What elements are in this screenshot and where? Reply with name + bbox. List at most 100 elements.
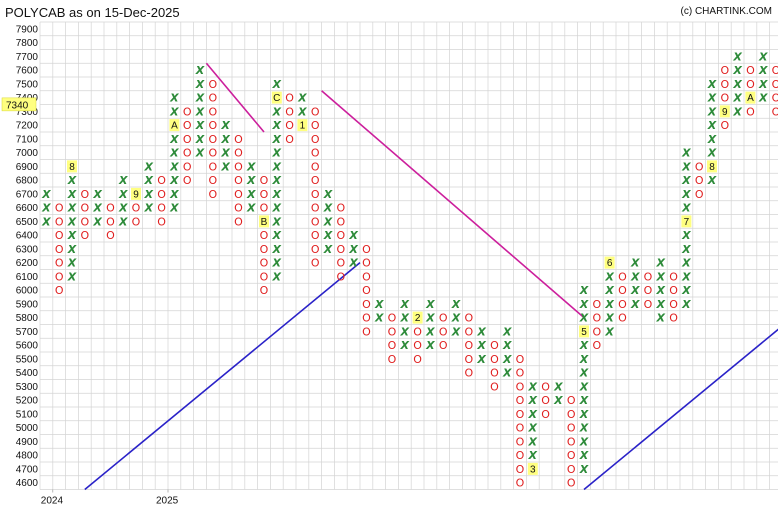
box-o: O xyxy=(746,64,755,77)
box-x: X xyxy=(604,325,614,338)
box-x: X xyxy=(67,188,77,201)
box-o: O xyxy=(234,133,243,146)
box-x: X xyxy=(220,119,230,132)
box-o: O xyxy=(208,119,217,132)
box-x: X xyxy=(425,325,435,338)
y-tick-label-left: 5000 xyxy=(16,423,39,434)
box-x: X xyxy=(272,257,282,270)
box-o: O xyxy=(669,270,678,283)
month-marker-bg xyxy=(604,256,615,269)
box-o: O xyxy=(644,284,653,297)
box-x: X xyxy=(67,174,77,187)
box-o: O xyxy=(695,160,704,173)
box-x: X xyxy=(681,229,691,242)
box-o: O xyxy=(55,284,64,297)
box-x: X xyxy=(579,353,589,366)
box-o: O xyxy=(55,257,64,270)
box-o: O xyxy=(183,160,192,173)
box-o: O xyxy=(208,78,217,91)
box-o: O xyxy=(720,119,729,132)
box-o: O xyxy=(260,257,269,270)
box-x: X xyxy=(400,325,410,338)
box-x: X xyxy=(195,119,205,132)
month-marker: B xyxy=(261,217,268,228)
box-x: X xyxy=(579,380,589,393)
box-o: O xyxy=(311,119,320,132)
box-x: X xyxy=(476,325,486,338)
box-o: O xyxy=(234,202,243,215)
box-o: O xyxy=(183,133,192,146)
box-x: X xyxy=(169,147,179,160)
trendlines xyxy=(84,62,778,491)
box-o: O xyxy=(311,174,320,187)
box-o: O xyxy=(157,202,166,215)
box-o: O xyxy=(183,119,192,132)
y-tick-label-left: 7300 xyxy=(16,107,39,118)
box-x: X xyxy=(272,243,282,256)
box-x: X xyxy=(425,312,435,325)
box-o: O xyxy=(157,215,166,228)
box-x: X xyxy=(681,284,691,297)
box-x: X xyxy=(451,298,461,311)
box-o: O xyxy=(336,215,345,228)
box-x: X xyxy=(92,188,102,201)
box-o: O xyxy=(183,174,192,187)
box-x: X xyxy=(681,257,691,270)
box-o: O xyxy=(336,229,345,242)
box-o: O xyxy=(260,270,269,283)
box-x: X xyxy=(579,339,589,352)
y-tick-label-left: 7800 xyxy=(16,38,39,49)
box-o: O xyxy=(234,174,243,187)
box-x: X xyxy=(144,188,154,201)
box-o: O xyxy=(208,105,217,118)
box-o: O xyxy=(388,325,397,338)
box-x: X xyxy=(169,188,179,201)
box-x: X xyxy=(272,188,282,201)
box-o: O xyxy=(311,257,320,270)
box-x: X xyxy=(195,147,205,160)
box-x: X xyxy=(681,160,691,173)
month-marker-bg xyxy=(412,311,423,324)
box-o: O xyxy=(490,380,499,393)
y-tick-label-left: 7600 xyxy=(16,66,39,77)
box-x: X xyxy=(246,202,256,215)
box-x: X xyxy=(67,202,77,215)
box-x: X xyxy=(323,243,333,256)
box-x: X xyxy=(348,229,358,242)
box-o: O xyxy=(208,174,217,187)
box-o: O xyxy=(234,160,243,173)
box-o: O xyxy=(618,284,627,297)
box-x: X xyxy=(246,174,256,187)
box-x: X xyxy=(579,422,589,435)
box-x: X xyxy=(579,298,589,311)
box-x: X xyxy=(67,257,77,270)
box-x: X xyxy=(323,215,333,228)
box-x: X xyxy=(246,188,256,201)
box-o: O xyxy=(618,312,627,325)
box-o: O xyxy=(464,325,473,338)
box-x: X xyxy=(656,298,666,311)
y-axis-left: 4600 4700 4800 4900 5000 5100 5200 5300 5400 5500… xyxy=(16,24,39,489)
y-tick-label-left: 6200 xyxy=(16,258,39,269)
box-x: X xyxy=(400,298,410,311)
box-x: X xyxy=(681,188,691,201)
box-o: O xyxy=(490,367,499,380)
box-x: X xyxy=(707,92,717,105)
y-tick-label-left: 6300 xyxy=(16,244,39,255)
trendline xyxy=(84,262,361,491)
month-marker: 1 xyxy=(300,121,306,132)
box-o: O xyxy=(208,147,217,160)
box-x: X xyxy=(732,105,742,118)
box-x: X xyxy=(707,174,717,187)
box-x: X xyxy=(707,147,717,160)
month-marker: 8 xyxy=(69,162,75,173)
box-x: X xyxy=(528,408,538,421)
box-o: O xyxy=(720,64,729,77)
box-x: X xyxy=(195,92,205,105)
box-x: X xyxy=(758,92,768,105)
box-o: O xyxy=(362,298,371,311)
y-tick-label-left: 7700 xyxy=(16,52,39,63)
box-o: O xyxy=(208,188,217,201)
y-tick-label-left: 6400 xyxy=(16,231,39,242)
